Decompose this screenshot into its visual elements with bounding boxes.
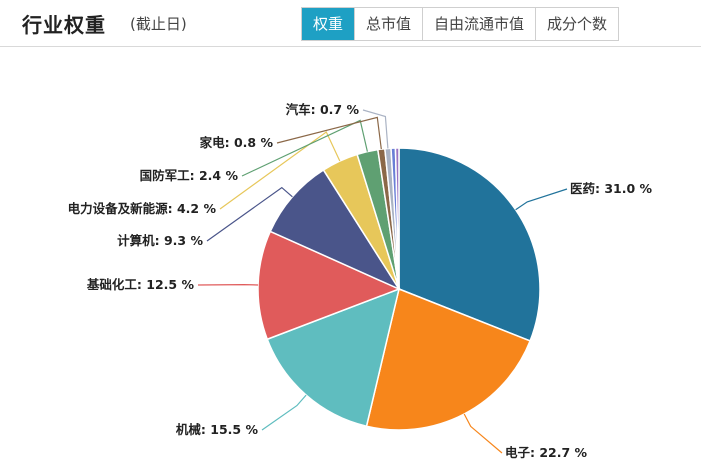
pie-slices: [257, 147, 541, 431]
metric-tabs: 权重 总市值 自由流通市值 成分个数: [301, 7, 620, 41]
label-power-equipment-new-energy: 电力设备及新能源: 4.2 %: [68, 201, 217, 216]
label-pharma: 医药: 31.0 %: [570, 181, 653, 196]
industry-weight-pie-chart: 医药: 31.0 % 电子: 22.7 % 机械: 15.5 % 基础化工: 1…: [68, 102, 653, 460]
label-electronics: 电子: 22.7 %: [505, 445, 588, 460]
label-defense: 国防军工: 2.4 %: [140, 168, 239, 183]
header-divider: [0, 46, 701, 47]
label-computers: 计算机: 9.3 %: [117, 233, 203, 248]
leader-line-9: [362, 109, 389, 149]
label-basic-chemicals: 基础化工: 12.5 %: [86, 277, 195, 292]
label-home-appliances: 家电: 0.8 %: [200, 135, 274, 150]
label-machinery: 机械: 15.5 %: [176, 422, 259, 437]
leader-line-8: [276, 116, 382, 150]
page-title: 行业权重: [22, 13, 106, 37]
slice-labels: 医药: 31.0 % 电子: 22.7 % 机械: 15.5 % 基础化工: 1…: [68, 102, 653, 460]
as-of-date-label: (截止日): [130, 15, 187, 33]
tab-total-market-cap[interactable]: 总市值: [354, 8, 423, 40]
label-leader-lines: [197, 109, 568, 454]
leader-line-1: [515, 188, 568, 211]
pie-slice-2[interactable]: [365, 287, 532, 431]
leader-line-3: [261, 394, 307, 431]
leader-line-6: [219, 131, 341, 210]
tab-free-float-market-cap[interactable]: 自由流通市值: [422, 8, 536, 40]
leader-line-2: [463, 413, 503, 454]
leader-line-5: [206, 186, 293, 242]
pie-slice-1[interactable]: [398, 147, 541, 342]
chart-header: 行业权重 (截止日) 权重 总市值 自由流通市值 成分个数: [0, 0, 701, 46]
pie-slice-unlabeled-10[interactable]: [394, 147, 400, 290]
pie-slice-5[interactable]: [269, 168, 401, 291]
tab-constituent-count[interactable]: 成分个数: [535, 8, 619, 40]
leader-line-7: [241, 119, 368, 177]
pie-slice-3[interactable]: [266, 287, 401, 428]
label-automobile: 汽车: 0.7 %: [286, 102, 360, 117]
tab-weight[interactable]: 权重: [302, 8, 355, 40]
